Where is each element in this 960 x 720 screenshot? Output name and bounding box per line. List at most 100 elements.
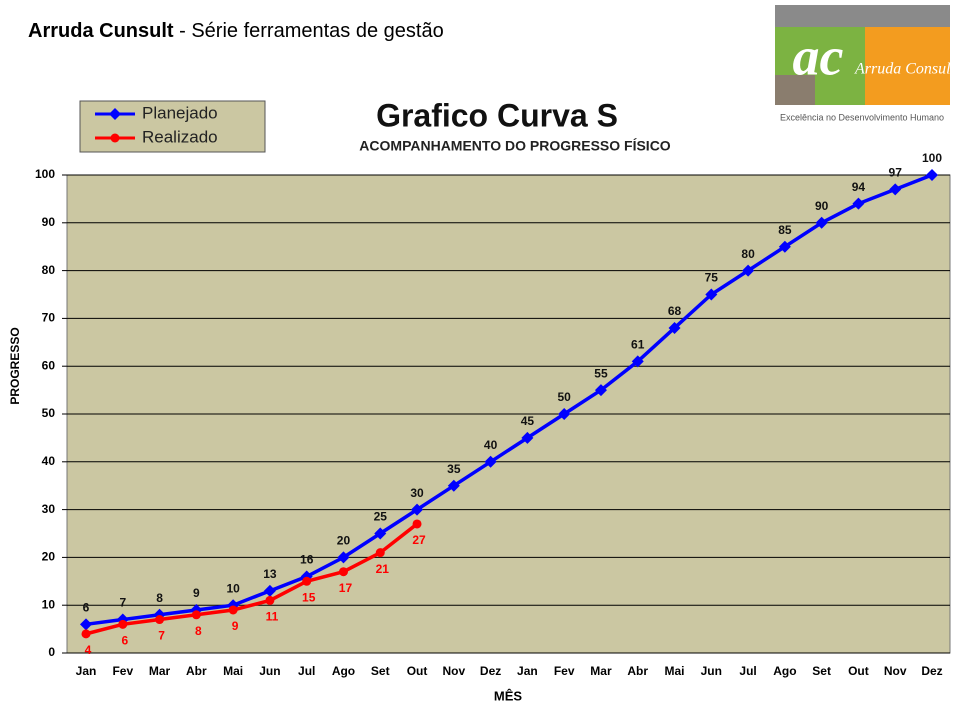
data-label: 9 — [193, 586, 200, 600]
data-label: 94 — [852, 180, 866, 194]
logo-name: Arruda Consult — [854, 61, 956, 78]
data-label: 4 — [85, 643, 92, 657]
x-tick-label: Mar — [149, 664, 171, 678]
data-label: 45 — [521, 414, 535, 428]
point — [778, 240, 791, 253]
data-label: 97 — [889, 166, 903, 180]
x-tick-label: Nov — [884, 664, 907, 678]
point — [926, 169, 938, 181]
data-label: 55 — [594, 366, 608, 380]
x-tick-label: Jun — [259, 664, 280, 678]
x-tick-label: Jul — [298, 664, 315, 678]
y-tick-label: 100 — [35, 167, 55, 181]
point — [191, 610, 201, 620]
data-label: 11 — [266, 610, 279, 624]
legend-label: Realizado — [142, 127, 218, 146]
logo-tagline: Excelência no Desenvolvimento Humano — [780, 112, 944, 122]
x-tick-label: Jul — [739, 664, 756, 678]
x-tick-label: Jun — [701, 664, 722, 678]
point — [889, 183, 902, 196]
point — [631, 355, 644, 368]
x-axis-label: MÊS — [494, 688, 523, 703]
x-tick-label: Set — [812, 664, 831, 678]
x-tick-label: Out — [407, 664, 428, 678]
logo-bar — [775, 5, 950, 27]
x-tick-label: Nov — [442, 664, 465, 678]
point — [742, 264, 755, 277]
point — [594, 384, 607, 397]
point — [110, 133, 120, 143]
point — [668, 321, 681, 334]
y-tick-label: 90 — [42, 215, 56, 229]
data-label: 8 — [156, 591, 163, 605]
x-tick-label: Fev — [112, 664, 133, 678]
point — [228, 605, 238, 615]
point — [412, 519, 422, 529]
x-tick-label: Set — [371, 664, 390, 678]
y-tick-label: 80 — [42, 263, 56, 277]
x-tick-label: Ago — [773, 664, 796, 678]
data-label: 8 — [195, 624, 202, 638]
data-label: 21 — [376, 562, 390, 576]
data-label: 16 — [300, 553, 314, 567]
header-subtitle: - Série ferramentas de gestão — [174, 20, 444, 42]
y-tick-label: 0 — [48, 645, 55, 659]
x-tick-label: Abr — [186, 664, 207, 678]
data-label: 90 — [815, 199, 829, 213]
point — [852, 197, 865, 210]
data-label: 50 — [557, 390, 571, 404]
point — [374, 527, 387, 540]
data-label: 15 — [302, 590, 316, 604]
data-label: 61 — [631, 338, 645, 352]
x-tick-label: Dez — [480, 664, 501, 678]
data-label: 13 — [263, 567, 277, 581]
x-tick-label: Jan — [76, 664, 97, 678]
data-label: 35 — [447, 462, 461, 476]
point — [558, 408, 571, 420]
x-tick-label: Ago — [332, 664, 355, 678]
data-label: 7 — [158, 629, 165, 643]
logo: ac Arruda Consult Excelência no Desenvol… — [775, 5, 956, 122]
chart-title: Grafico Curva S — [376, 97, 618, 133]
data-label: 20 — [337, 534, 351, 548]
data-label: 7 — [119, 596, 126, 610]
data-label: 6 — [83, 600, 90, 614]
header: Arruda Cunsult - Série ferramentas de ge… — [28, 20, 444, 42]
point — [705, 288, 718, 301]
brand: Arruda Cunsult — [28, 20, 174, 42]
point — [375, 548, 385, 558]
point — [155, 615, 165, 625]
data-label: 27 — [412, 533, 426, 547]
y-axis-label: PROGRESSO — [8, 327, 22, 404]
logo-orange — [865, 27, 950, 105]
point — [302, 576, 312, 586]
point — [521, 431, 534, 444]
y-tick-label: 10 — [42, 597, 56, 611]
point — [118, 619, 128, 629]
data-label: 80 — [741, 247, 755, 261]
x-tick-label: Dez — [921, 664, 942, 678]
point — [337, 551, 350, 564]
data-label: 40 — [484, 438, 498, 452]
x-tick-label: Mai — [665, 664, 685, 678]
data-label: 10 — [226, 581, 240, 595]
data-label: 75 — [705, 271, 719, 285]
logo-mark: ac — [793, 26, 844, 86]
data-label: 30 — [410, 486, 424, 500]
point — [80, 618, 92, 631]
x-tick-label: Abr — [627, 664, 648, 678]
data-label: 9 — [232, 619, 239, 633]
logo-brown — [775, 75, 815, 105]
x-tick-label: Jan — [517, 664, 538, 678]
data-label: 100 — [922, 151, 942, 165]
point — [447, 479, 460, 492]
point — [815, 216, 828, 229]
data-label: 68 — [668, 304, 682, 318]
point — [484, 455, 497, 468]
legend — [79, 100, 266, 153]
point — [265, 595, 275, 605]
y-tick-label: 70 — [42, 311, 56, 325]
y-tick-label: 50 — [42, 406, 56, 420]
data-label: 17 — [339, 581, 353, 595]
